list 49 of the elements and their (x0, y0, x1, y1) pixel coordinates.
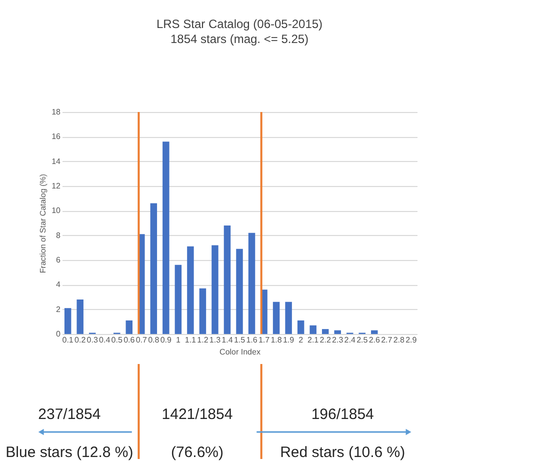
x-tick-label: 0.7 (136, 336, 148, 344)
x-tick-label: 2.3 (332, 336, 344, 344)
x-tick-label: 1.3 (209, 336, 222, 344)
y-tick-label: 18 (52, 108, 62, 116)
x-axis-title: Color Index (220, 348, 260, 356)
x-tick-label: 1.8 (270, 336, 282, 344)
x-tick-label: 0.6 (124, 336, 136, 344)
x-tick-label: 0.4 (99, 336, 111, 344)
y-tick-label: 8 (56, 230, 62, 240)
text: Red stars (10.6 %) (280, 444, 406, 461)
text: 196/1854 (311, 406, 374, 423)
text: Blue stars (12.8 %) (6, 444, 134, 461)
text: 237/1854 (38, 406, 101, 423)
x-tick-label: 2.1 (308, 336, 320, 344)
text: 1421/1854 (162, 406, 233, 423)
chart-subtitle: 1854 stars (mag. <= 5.25) (170, 32, 309, 46)
x-tick-label: 1.9 (282, 336, 295, 344)
y-tick-label: 16 (52, 132, 62, 142)
x-tick-label: 0.8 (148, 336, 160, 344)
y-tick-label: 12 (52, 182, 62, 190)
x-tick-label: 0.9 (160, 336, 172, 344)
x-tick-label: 2.7 (381, 336, 393, 344)
x-tick-label: 2.5 (356, 336, 368, 344)
x-tick-label: 2.8 (393, 336, 406, 344)
x-tick-label: 0.1 (62, 336, 74, 344)
y-tick-label: 2 (56, 304, 62, 314)
x-tick-label: 1.4 (222, 336, 234, 344)
text: (76.6%) (170, 444, 224, 461)
x-tick-label: 1.1 (184, 336, 197, 344)
x-tick-label: 1 (176, 336, 181, 344)
y-tick-label: 6 (56, 256, 62, 264)
y-tick-label: 4 (56, 280, 62, 290)
y-tick-label: 14 (52, 156, 62, 166)
y-axis-title: Fraction of Star Catalog (%) (38, 174, 48, 274)
x-tick-label: 1.2 (197, 336, 209, 344)
x-tick-label: 0.5 (111, 336, 123, 344)
x-tick-label: 2.6 (368, 336, 380, 344)
x-tick-label: 1.7 (258, 336, 270, 344)
x-tick-label: 2.2 (320, 336, 332, 344)
x-tick-label: 1.6 (246, 336, 258, 344)
x-tick-label: 2.4 (344, 336, 356, 344)
chart-title: LRS Star Catalog (06-05-2015) (156, 17, 323, 31)
x-tick-label: 2 (298, 336, 304, 344)
x-tick-label: 2.9 (406, 336, 418, 344)
x-tick-label: 0.3 (86, 336, 98, 344)
y-tick-label: 0 (56, 330, 62, 338)
x-tick-label: 0.2 (74, 336, 86, 344)
x-tick-label: 1.5 (234, 336, 246, 344)
y-tick-label: 10 (52, 206, 62, 216)
